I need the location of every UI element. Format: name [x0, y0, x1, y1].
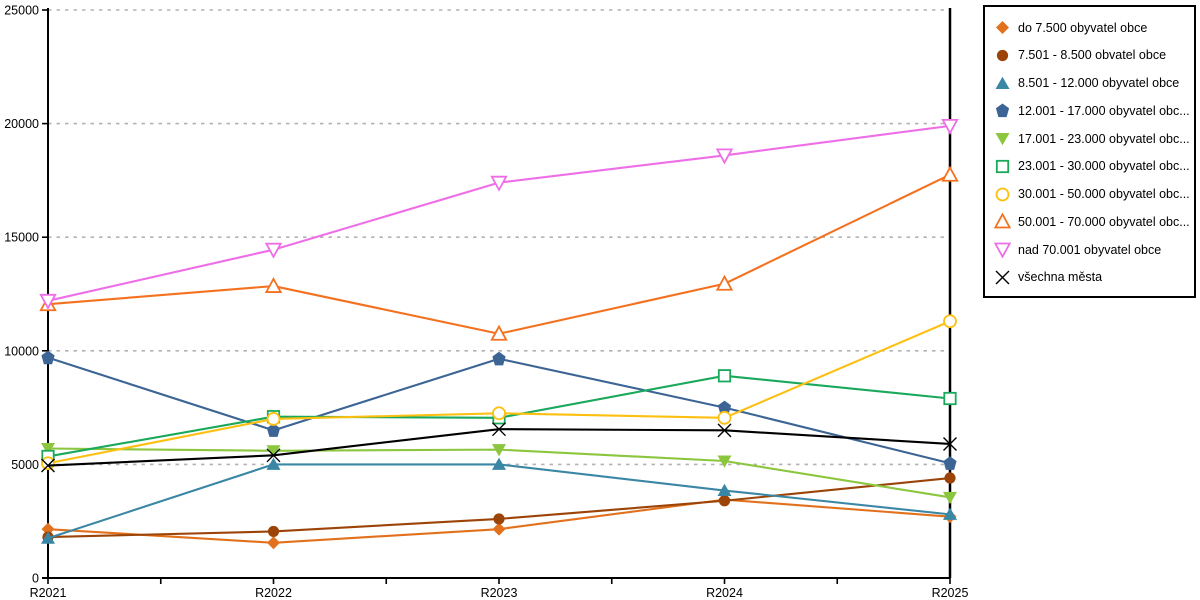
series-2	[41, 457, 957, 544]
series-4	[41, 442, 957, 505]
legend-label: 17.001 - 23.000 obyvatel obc...	[1018, 131, 1190, 146]
triangle-up-icon	[995, 76, 1010, 89]
legend-item: 8.501 - 12.000 obyvatel obce	[994, 70, 1190, 97]
y-tick-label: 15000	[4, 231, 39, 245]
circle-icon	[996, 49, 1009, 61]
legend-item: 50.001 - 70.000 obyvatel obc...	[994, 208, 1190, 235]
series-6	[41, 314, 957, 471]
diamond-marker	[41, 522, 55, 536]
legend-label: 50.001 - 70.000 obyvatel obc...	[1018, 214, 1190, 229]
triangle-up-marker	[266, 457, 281, 470]
triangle-down-open-marker	[941, 118, 959, 135]
triangle-down-open-marker	[715, 148, 734, 165]
x-cross-marker	[717, 423, 732, 438]
chart-legend: do 7.500 obyvatel obce 7.501 - 8.500 obva…	[983, 5, 1196, 298]
x-tick-label: R2021	[30, 586, 67, 600]
circle-marker	[267, 525, 280, 538]
triangle-up-marker	[41, 531, 55, 544]
series-3	[41, 350, 957, 470]
square-open-icon	[995, 159, 1010, 173]
legend-item: všechna města	[994, 264, 1190, 291]
legend-item: nad 70.001 obyvatel obce	[994, 236, 1190, 263]
triangle-down-marker	[41, 442, 55, 456]
x-cross-marker	[266, 448, 281, 463]
legend-label: 30.001 - 50.000 obyvatel obc...	[1018, 187, 1190, 202]
triangle-down-open-icon	[994, 242, 1011, 259]
triangle-down-open-marker	[490, 175, 508, 192]
triangle-up-open-icon	[994, 213, 1011, 229]
pentagon-marker	[717, 400, 732, 415]
series-line	[47, 124, 951, 302]
circle-open-icon	[995, 187, 1010, 201]
x-cross-icon	[995, 270, 1010, 285]
circle-open-marker	[41, 456, 55, 471]
triangle-down-open-marker	[39, 293, 57, 310]
x-tick-label: R2023	[481, 586, 518, 600]
circle-marker	[718, 495, 731, 507]
circle-open-marker	[492, 406, 506, 421]
circle-marker	[944, 472, 956, 484]
series-7	[39, 165, 959, 341]
triangle-up-open-marker	[264, 276, 283, 293]
legend-label: 23.001 - 30.000 obyvatel obc...	[1018, 159, 1190, 174]
triangle-down-marker	[943, 491, 957, 505]
pentagon-marker	[943, 456, 957, 470]
y-tick-label: 25000	[4, 4, 39, 18]
circle-open-marker	[717, 410, 732, 425]
x-tick-label: R2024	[706, 586, 743, 600]
series-9	[41, 422, 957, 473]
legend-item: 30.001 - 50.000 obyvatel obc...	[994, 181, 1190, 208]
y-tick-label: 0	[32, 572, 39, 586]
diamond-marker	[267, 536, 280, 550]
legend-item: 12.001 - 17.000 obyvatel obc...	[994, 97, 1190, 124]
triangle-down-marker	[266, 445, 281, 458]
x-tick-label: R2022	[255, 586, 292, 600]
y-tick-label: 20000	[4, 117, 39, 131]
x-cross-marker	[41, 458, 55, 473]
diamond-marker	[492, 522, 506, 536]
x-cross-marker	[492, 422, 506, 437]
legend-label: všechna města	[1018, 270, 1103, 285]
legend-item: 7.501 - 8.500 obvatel obce	[994, 42, 1190, 69]
series-8	[39, 118, 959, 310]
legend-label: 8.501 - 12.000 obyvatel obce	[1018, 76, 1180, 91]
circle-open-marker	[943, 314, 957, 329]
legend-item: 17.001 - 23.000 obyvatel obc...	[994, 125, 1190, 152]
triangle-up-open-marker	[941, 165, 959, 182]
diamond-icon	[996, 21, 1009, 34]
triangle-up-open-marker	[490, 324, 508, 341]
triangle-down-marker	[492, 444, 506, 457]
x-tick-label: R2025	[932, 586, 969, 600]
square-open-marker	[943, 391, 957, 406]
series-line	[47, 320, 951, 465]
pentagon-icon	[995, 103, 1010, 118]
triangle-up-open-marker	[715, 274, 734, 291]
circle-marker	[493, 513, 505, 525]
triangle-down-open-marker	[264, 242, 283, 259]
x-cross-marker	[943, 436, 957, 451]
triangle-down-marker	[717, 455, 732, 468]
triangle-up-marker	[492, 457, 506, 470]
legend-label: 7.501 - 8.500 obvatel obce	[1018, 48, 1167, 63]
series-1	[42, 472, 956, 543]
triangle-up-marker	[943, 507, 957, 520]
triangle-up-marker	[717, 483, 732, 497]
y-tick-label: 10000	[4, 344, 39, 358]
pentagon-marker	[492, 351, 506, 366]
circle-open-marker	[266, 412, 281, 426]
legend-item: 23.001 - 30.000 obyvatel obc...	[994, 153, 1190, 180]
legend-label: 12.001 - 17.000 obyvatel obc...	[1018, 103, 1190, 118]
pentagon-marker	[266, 423, 281, 437]
triangle-down-icon	[995, 133, 1010, 146]
square-open-marker	[717, 369, 732, 383]
legend-label: nad 70.001 obyvatel obce	[1018, 242, 1162, 257]
legend-item: do 7.500 obyvatel obce	[994, 14, 1190, 41]
y-tick-label: 5000	[11, 458, 39, 472]
legend-label: do 7.500 obyvatel obce	[1018, 20, 1148, 35]
series-line	[47, 173, 951, 335]
pentagon-marker	[41, 350, 55, 365]
